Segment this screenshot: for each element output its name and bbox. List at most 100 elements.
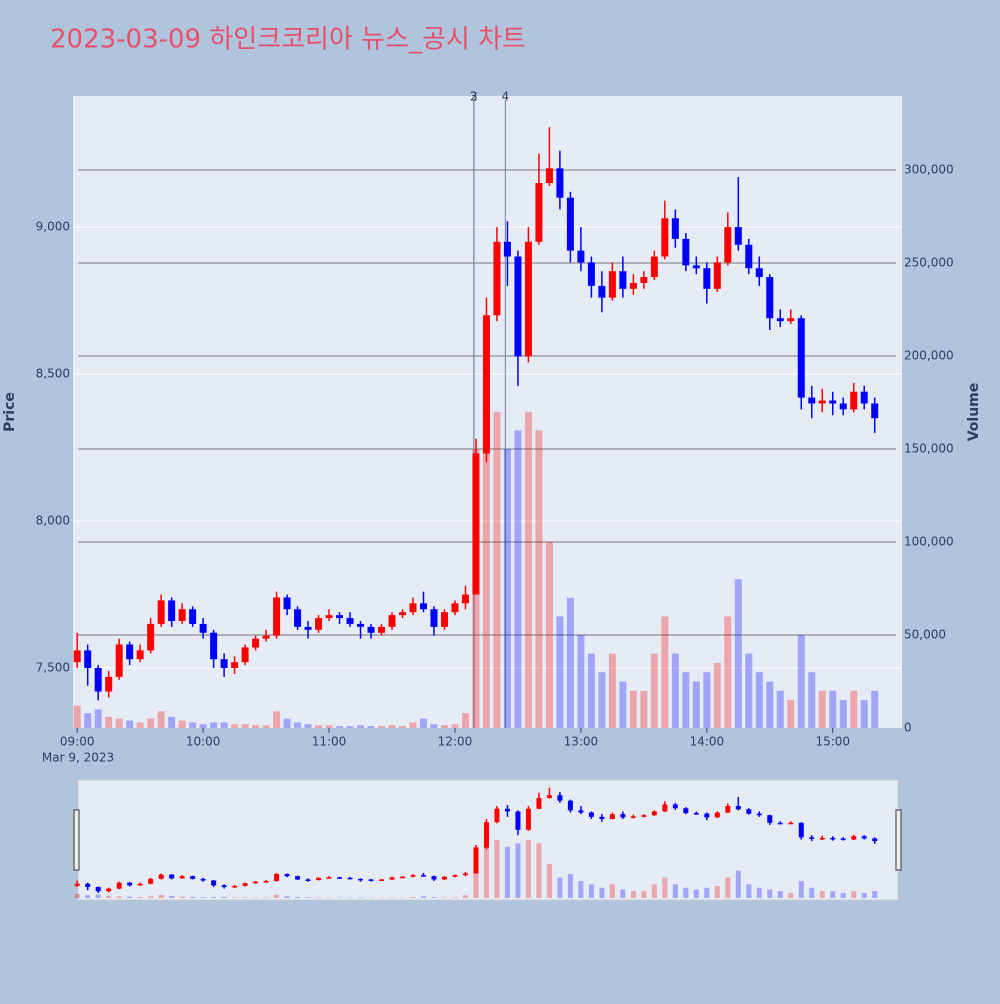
volume-bar [787, 700, 794, 728]
volume-bar [410, 897, 415, 898]
candle-body [138, 884, 143, 886]
candle-body [766, 277, 773, 318]
candle-body [798, 318, 805, 397]
volume-bar [610, 884, 615, 898]
volume-bar [535, 430, 542, 728]
candle-body [452, 875, 457, 877]
candle-body [682, 239, 689, 265]
candle-body [493, 242, 500, 315]
candle-body [589, 813, 594, 817]
y-tick-label: 9,000 [36, 220, 70, 234]
volume-bar [222, 897, 227, 898]
candle-body [473, 848, 478, 874]
candle-body [525, 242, 532, 357]
volume-bar [421, 896, 426, 898]
y2-tick-label: 100,000 [904, 535, 954, 549]
volume-bar [715, 886, 720, 898]
volume-bar [326, 725, 333, 728]
y2-tick-label: 150,000 [904, 442, 954, 456]
y-tick-label: 7,500 [36, 661, 70, 675]
volume-bar [766, 682, 773, 728]
candle-body [662, 804, 667, 811]
y-tick-label: 8,500 [36, 367, 70, 381]
candle-body [221, 659, 228, 668]
candle-body [830, 838, 835, 840]
volume-bar [661, 616, 668, 728]
candle-body [409, 603, 416, 612]
candle-body [463, 874, 468, 876]
volume-bar [820, 891, 825, 898]
candle-body [588, 262, 595, 286]
volume-bar [703, 672, 710, 728]
candle-body [757, 814, 762, 816]
candle-body [462, 595, 469, 604]
candle-body [714, 262, 721, 288]
volume-bar [243, 897, 248, 898]
candle-body [472, 453, 479, 594]
volume-bar [117, 896, 122, 898]
candle-body [851, 836, 856, 839]
candle-body [820, 838, 825, 840]
volume-bar [547, 864, 552, 898]
volume-bar [694, 889, 699, 898]
chart-title: 2023-03-09 하인크코리아 뉴스_공시 차트 [50, 25, 526, 55]
candle-body [778, 823, 783, 825]
x-tick-label: 09:00 [60, 735, 95, 749]
volume-bar [273, 711, 280, 728]
volume-bar [588, 654, 595, 728]
volume-bar [96, 895, 101, 898]
candle-body [505, 809, 510, 812]
candle-body [389, 615, 396, 627]
volume-bar [861, 700, 868, 728]
candle-body [410, 875, 415, 877]
volume-bar [327, 897, 332, 898]
volume-bar [137, 722, 144, 728]
candle-body [222, 885, 227, 887]
candle-body [829, 401, 836, 404]
candle-body [75, 884, 80, 886]
volume-bar [179, 721, 186, 728]
range-handle-left[interactable] [74, 810, 79, 870]
volume-bar [441, 725, 448, 728]
candle-body [619, 271, 626, 289]
volume-bar [463, 895, 468, 898]
volume-bar [578, 881, 583, 898]
candle-body [200, 624, 207, 633]
news-label: 4 [502, 90, 510, 104]
volume-bar [494, 840, 499, 898]
candle-body [767, 815, 772, 823]
volume-bar [767, 889, 772, 898]
volume-bar [830, 891, 835, 898]
candle-body [504, 242, 511, 257]
volume-bar [872, 891, 877, 898]
volume-bar [746, 884, 751, 898]
candle-body [189, 609, 196, 624]
candle-body [704, 814, 709, 818]
x-tick-label: 15:00 [815, 735, 850, 749]
candle-body [117, 883, 122, 889]
candle-body [327, 877, 332, 879]
y2-tick-label: 0 [904, 721, 912, 735]
candle-body [180, 876, 185, 878]
volume-bar [640, 691, 647, 728]
volume-bar [106, 896, 111, 898]
volume-bar [169, 896, 174, 898]
candle-body [756, 268, 763, 277]
volume-bar [829, 691, 836, 728]
volume-bar [211, 897, 216, 898]
candle-body [368, 627, 375, 633]
volume-bar [315, 725, 322, 728]
candle-body [661, 218, 668, 256]
candle-body [390, 877, 395, 879]
candle-body [777, 318, 784, 321]
candle-body [515, 811, 520, 829]
volume-bar [200, 724, 207, 728]
y2-tick-label: 250,000 [904, 256, 954, 270]
candle-body [547, 795, 552, 798]
candle-body [651, 256, 658, 277]
volume-bar [420, 719, 427, 728]
candle-body [862, 836, 867, 838]
volume-bar [84, 713, 91, 728]
volume-bar [127, 897, 132, 898]
range-handle-right[interactable] [896, 810, 901, 870]
